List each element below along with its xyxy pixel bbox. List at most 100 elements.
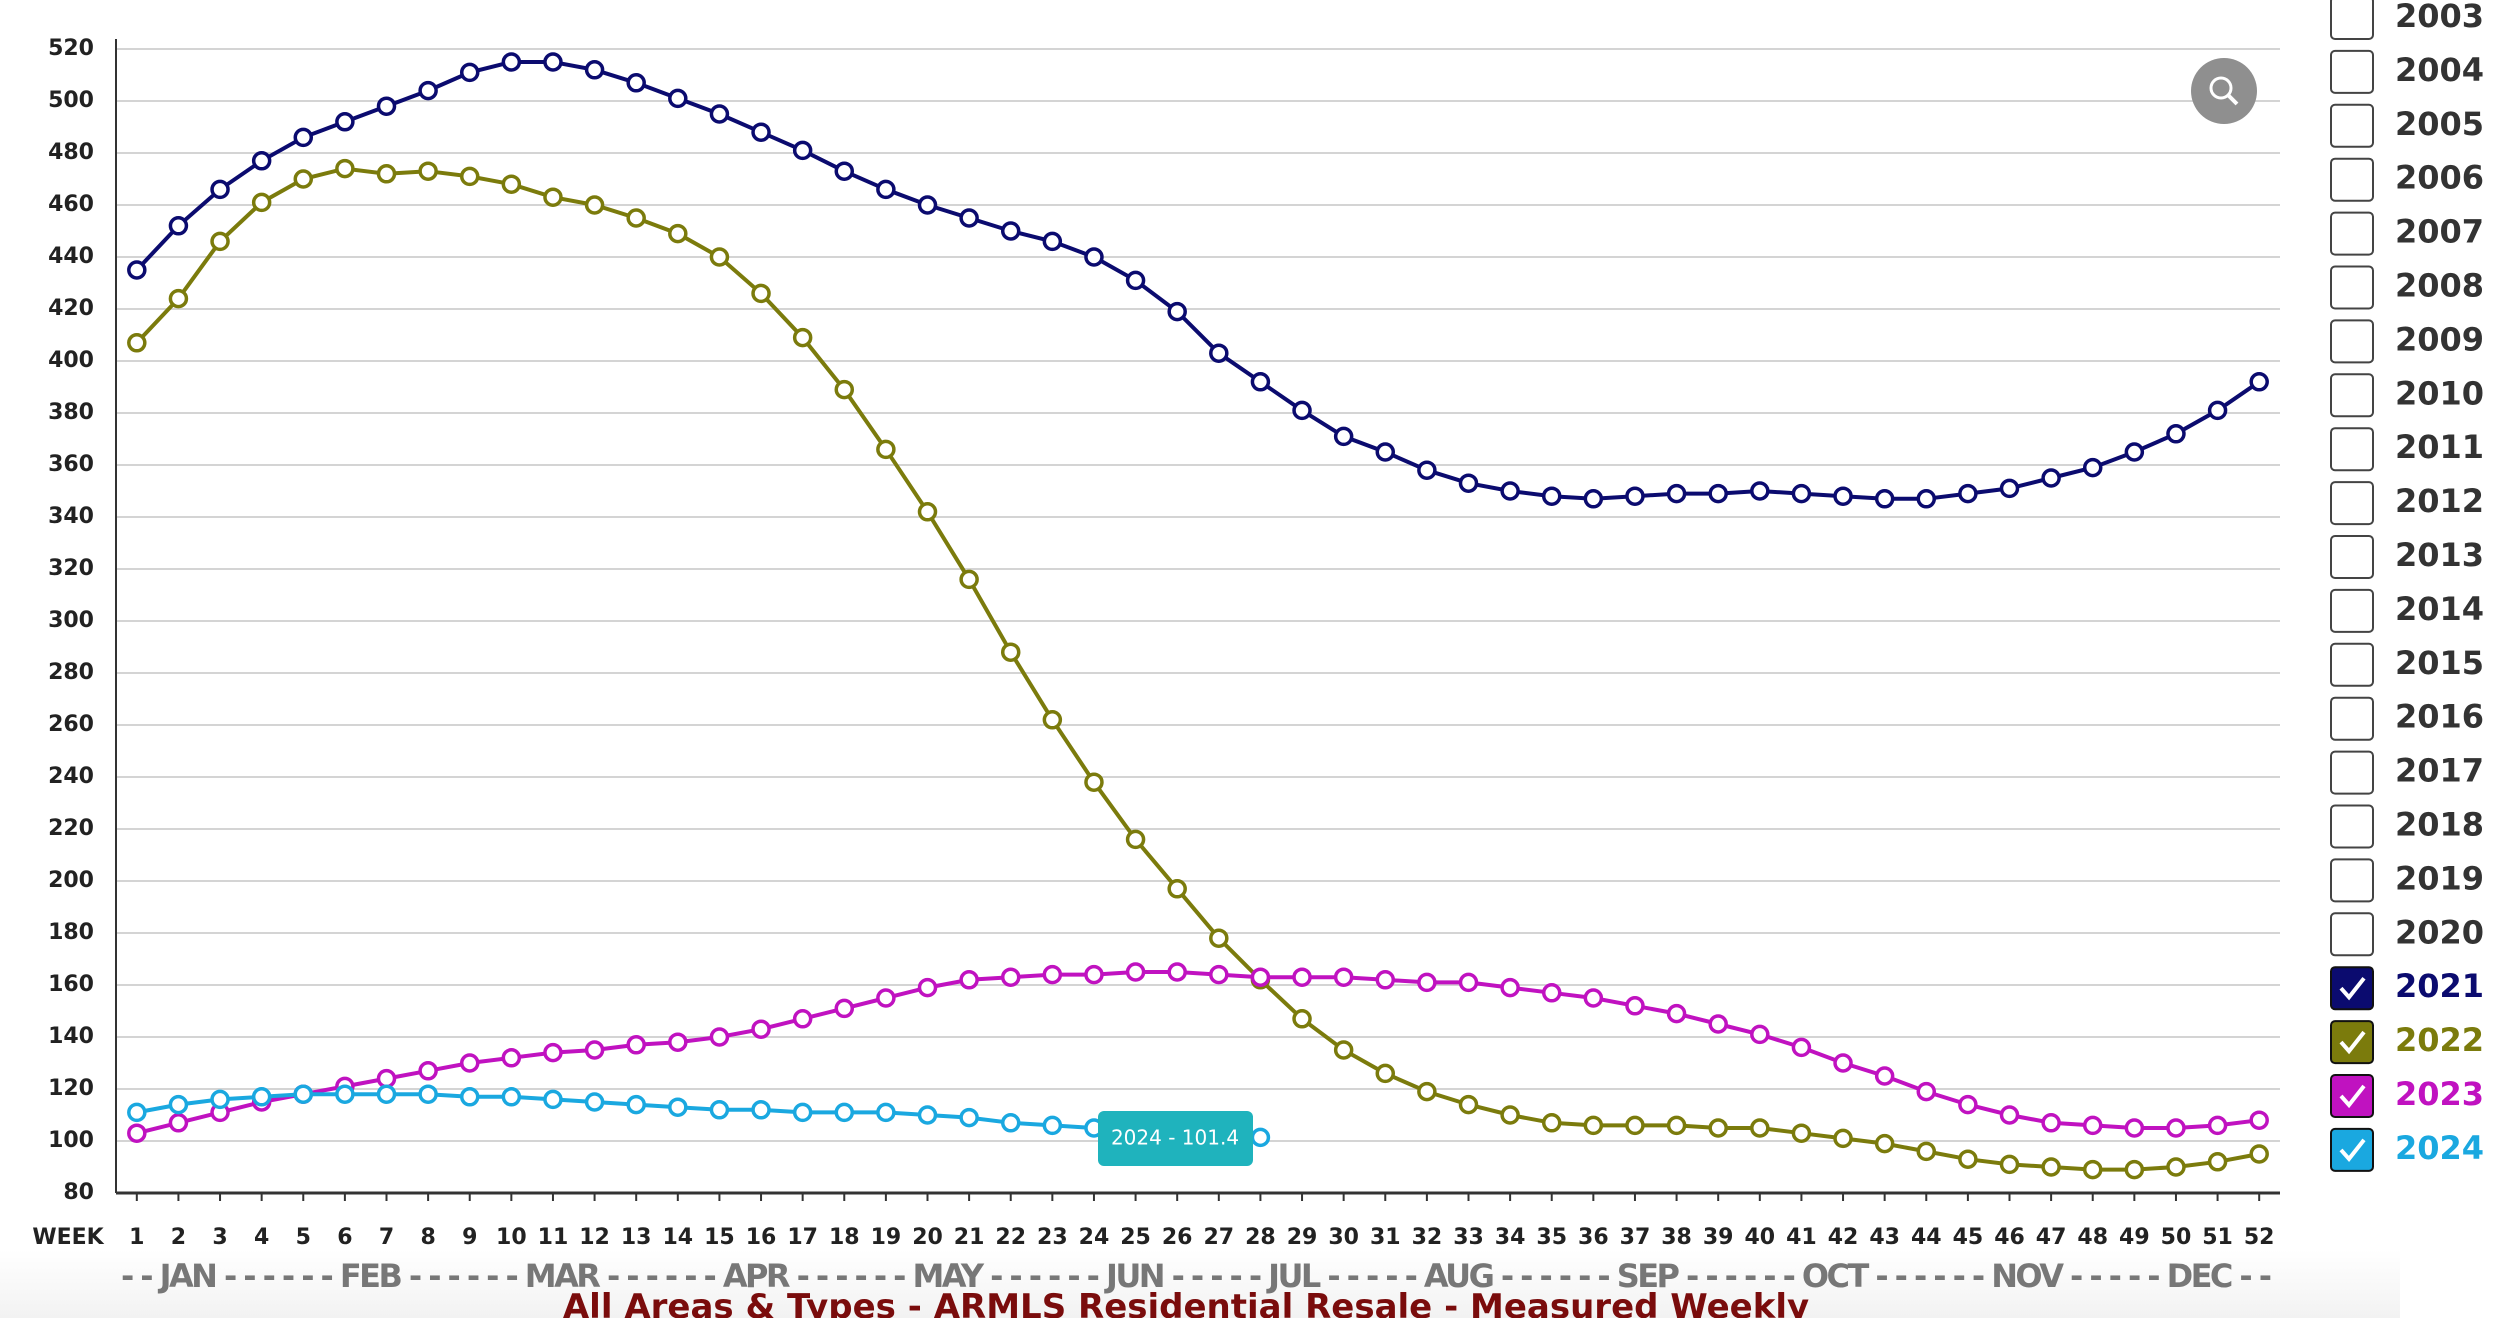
data-point[interactable] [168,288,189,309]
data-point[interactable] [1458,473,1479,493]
data-point[interactable] [1874,1133,1895,1154]
data-point[interactable] [1084,964,1104,985]
data-point[interactable] [834,998,855,1019]
legend-label[interactable]: 2008 [2395,267,2484,305]
data-point[interactable] [501,1087,522,1107]
data-point[interactable] [1916,1141,1937,1162]
data-point[interactable] [168,1094,189,1115]
legend-checkbox[interactable] [2330,642,2374,687]
data-point[interactable] [751,122,771,142]
data-point[interactable] [459,62,480,83]
legend-label[interactable]: 2006 [2395,159,2484,197]
data-point[interactable] [1042,710,1063,730]
data-point[interactable] [1791,1123,1812,1143]
data-point[interactable] [1250,1127,1271,1148]
data-point[interactable] [751,1019,771,1039]
data-point[interactable] [1000,221,1021,241]
data-point[interactable] [792,1102,813,1123]
data-point[interactable] [709,1027,730,1047]
data-point[interactable] [2207,1115,2228,1136]
data-point[interactable] [2166,1118,2186,1138]
legend-label[interactable]: 2017 [2395,752,2484,790]
data-point[interactable] [792,140,813,161]
data-point[interactable] [917,502,938,522]
legend-checkbox[interactable] [2330,696,2374,741]
data-point[interactable] [1708,1014,1728,1034]
data-point[interactable] [876,179,896,200]
data-point[interactable] [501,1048,522,1068]
data-point[interactable] [1874,489,1895,509]
legend-label[interactable]: 2014 [2395,590,2484,628]
data-point[interactable] [584,195,605,215]
data-point[interactable] [1375,1063,1396,1084]
data-point[interactable] [418,161,438,181]
data-point[interactable] [2082,1115,2103,1136]
data-point[interactable] [876,988,896,1008]
data-point[interactable] [293,1084,314,1104]
data-point[interactable] [543,1089,563,1110]
data-point[interactable] [1084,247,1104,267]
data-point[interactable] [959,970,979,990]
data-point[interactable] [1958,1094,1978,1115]
data-point[interactable] [1625,486,1645,506]
data-point[interactable] [626,1094,646,1115]
data-point[interactable] [917,195,938,215]
legend-checkbox[interactable] [2330,535,2374,579]
data-point[interactable] [1500,1105,1520,1125]
data-point[interactable] [1292,967,1312,987]
data-point[interactable] [668,1097,688,1117]
legend-checkbox[interactable] [2330,103,2374,148]
legend-checkbox[interactable] [2330,804,2374,849]
data-point[interactable] [751,283,771,304]
legend-checkbox[interactable] [2330,157,2374,202]
data-point[interactable] [251,192,272,213]
data-point[interactable] [376,1068,397,1089]
data-point[interactable] [959,1107,979,1128]
legend-checkbox[interactable] [2330,265,2374,310]
data-point[interactable] [1333,967,1354,987]
legend-label[interactable]: 2015 [2395,644,2484,682]
data-point[interactable] [418,1061,438,1081]
data-point[interactable] [1042,964,1063,985]
data-point[interactable] [1250,372,1271,392]
data-point[interactable] [1708,1118,1728,1138]
data-point[interactable] [1583,1115,1604,1136]
legend-label[interactable]: 2010 [2395,374,2484,412]
data-point[interactable] [1999,1105,2020,1125]
data-point[interactable] [210,231,230,252]
data-point[interactable] [459,1053,480,1073]
data-point[interactable] [1042,231,1063,252]
data-point[interactable] [418,80,438,101]
data-point[interactable] [1625,1115,1645,1136]
legend-checkbox[interactable] [2330,427,2374,472]
data-point[interactable] [834,1102,855,1123]
data-point[interactable] [1583,489,1604,509]
data-point[interactable] [1209,964,1229,985]
legend-label[interactable]: 2004 [2395,51,2484,89]
data-point[interactable] [1916,489,1937,509]
data-point[interactable] [1666,1115,1687,1136]
data-point[interactable] [127,1123,147,1143]
data-point[interactable] [2207,400,2228,421]
data-point[interactable] [1333,1040,1354,1060]
legend-label[interactable]: 2007 [2395,213,2484,251]
legend-label[interactable]: 2013 [2395,536,2484,574]
data-point[interactable] [168,216,189,236]
data-point[interactable] [168,1113,189,1133]
data-point[interactable] [626,1035,646,1055]
data-point[interactable] [1750,1118,1770,1138]
legend-label[interactable]: 2016 [2395,698,2484,736]
legend-checkbox[interactable] [2330,0,2374,40]
legend-checkbox[interactable] [2330,1074,2374,1118]
data-point[interactable] [1292,1009,1312,1029]
data-point[interactable] [834,161,855,181]
data-point[interactable] [792,327,813,348]
data-point[interactable] [1500,481,1520,501]
data-point[interactable] [543,1042,563,1063]
data-point[interactable] [2041,1157,2061,1177]
data-point[interactable] [1167,962,1187,982]
data-point[interactable] [376,1084,397,1104]
data-point[interactable] [2249,372,2269,392]
data-point[interactable] [1250,967,1271,987]
data-point[interactable] [2082,457,2103,478]
